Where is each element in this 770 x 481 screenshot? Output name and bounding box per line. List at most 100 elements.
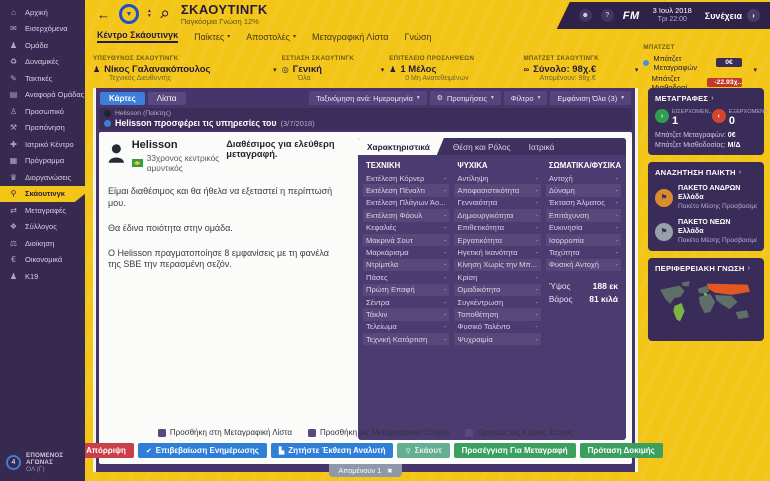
sidebar-item[interactable]: € Οικονομικά (0, 252, 85, 269)
action-button[interactable]: ⚲ Σκάουτ (397, 443, 450, 458)
scouting-focus-dropdown[interactable]: ΕΣΤΙΑΣΗ ΣΚΑΟΥΤΙΝΓΚ ◎ Γενική Όλα ▾ (282, 48, 390, 88)
scouting-focus-label: ΕΣΤΙΑΣΗ ΣΚΑΟΥΤΙΝΓΚ (281, 54, 355, 62)
action-button[interactable]: Πρόταση Δοκιμής (579, 443, 663, 458)
action-checkbox[interactable]: Ορισμός ως Κύριος Στόχος (465, 428, 573, 437)
technical-rows: Εκτέλεση Κόρνερ - Εκτέλεση Πέναλτι - (363, 172, 450, 346)
scouting-budget-label: ΜΠΑΤΖΕΤ ΣΚΑΟΥΤΙΝΓΚ (523, 54, 600, 62)
sidebar-item[interactable]: ✉ Εισερχόμενα (0, 21, 85, 38)
action-button[interactable]: ✔ Επιβεβαίωση Ενημέρωσης (137, 443, 267, 458)
player-search-header[interactable]: ΑΝΑΖΗΤΗΣΗ ΠΑΙΚΤΗ › (655, 168, 757, 177)
sidebar-item[interactable]: ♙ Προσωπικό (0, 103, 85, 120)
sidebar-item[interactable]: ▦ Πρόγραμμα (0, 153, 85, 170)
continue-button[interactable]: Συνέχεια › (705, 9, 760, 22)
sidebar-item[interactable]: ⚖ Διοίκηση (0, 235, 85, 252)
button-icon: ▙ (278, 447, 285, 455)
view-tab[interactable]: Λίστα (147, 91, 186, 105)
section-tab[interactable]: Γνώση (405, 32, 432, 42)
sidebar-item[interactable]: ✎ Τακτικές (0, 70, 85, 87)
transfers-card-header[interactable]: ΜΕΤΑΓΡΑΦΕΣ › (655, 94, 757, 103)
outgoing-label: ΕΞΕΡΧΟΜΕΝΑ (728, 109, 768, 115)
inbox-control-dropdown[interactable]: Φίλτρο ▾ (503, 91, 548, 105)
next-match-widget[interactable]: 4 ΕΠΟΜΕΝΟΣ ΑΓΩΝΑΣ ΟΛ (Γ) (0, 444, 85, 481)
section-tab[interactable]: Αποστολές ▾ (246, 32, 296, 42)
attribute-label: Τοποθέτηση (457, 309, 499, 319)
wage-budget-badge: -22.93χ... (707, 78, 743, 87)
attribute-label: Αντοχή (548, 173, 573, 183)
back-arrow-icon[interactable]: ← (97, 6, 110, 22)
message-list-item[interactable]: Helisson (Παίκτης) Helisson προσφέρει τι… (99, 108, 632, 130)
sidebar-item-label: Διοργανώσεις (25, 172, 72, 182)
scouting-budget-dropdown[interactable]: ΜΠΑΤΖΕΤ ΣΚΑΟΥΤΙΝΓΚ ∞ Σύνολο: 98χ.€ Απομέ… (523, 48, 643, 88)
mental-rows: Αντίληψη - Αποφασιστικότητα - (454, 172, 541, 346)
attribute-value: - (615, 223, 618, 233)
remaining-items-tab[interactable]: Απομένουν 1 ✖ (329, 464, 402, 477)
attribute-tab[interactable]: Χαρακτηριστικά (358, 138, 444, 155)
search-icon[interactable]: ⚲ (156, 7, 171, 22)
section-tab[interactable]: Κέντρο Σκάουτινγκ (97, 30, 179, 43)
chief-scout-dropdown[interactable]: ΥΠΕΥΘΥΝΟΣ ΣΚΑΟΥΤΙΝΓΚ ♟ Νίκος Γαλανακόπου… (93, 48, 282, 88)
outgoing-transfers: ‹ ΕΞΕΡΧΟΜΕΝΑ 0 (711, 109, 768, 128)
attribute-label: Σέντρα (366, 297, 390, 307)
sidebar-item[interactable]: ♟ Ομάδα (0, 37, 85, 54)
recruitment-team-section[interactable]: ΕΠΙΤΕΛΕΙΟ ΠΡΟΣΛΗΨΕΩΝ ♟ 1 Μέλος 0 Μη Ανατ… (389, 48, 523, 88)
sidebar-item-label: Προσωπικό (25, 106, 64, 116)
attribute-label: Συγκέντρωση (457, 297, 504, 307)
physical-rows: Αντοχή - Δύναμη - Έκταση Άλματ (545, 172, 621, 272)
sidebar-items: ⌂ Αρχική ✉ Εισερχόμενα ♟ Ομάδα ♻ Δυναμικ… (0, 0, 85, 285)
regional-knowledge-header[interactable]: ΠΕΡΙΦΕΡΕΙΑΚΗ ΓΝΩΣΗ › (655, 264, 757, 273)
attribute-row: Τάκλιν - (363, 308, 450, 321)
action-button[interactable]: Προσέγγιση Για Μεταγραφή (453, 443, 576, 458)
page-title: ΣΚΑΟΥΤΙΝΓΚ (180, 1, 268, 17)
button-label: Απόρριψη (86, 446, 126, 455)
sidebar-item[interactable]: ♛ Διοργανώσεις (0, 169, 85, 186)
attribute-row: Ευκινησία - (546, 222, 621, 234)
attribute-value: - (615, 186, 618, 196)
physical-header: ΣΩΜΑΤΙΚΑ/ΦΥΣΙΚΑ (548, 161, 622, 170)
mental-column: ΨΥΧΙΚΑ Αντίληψη - Αποφασιστικότητα (454, 159, 541, 346)
player-description: 33χρονος κεντρικός αμυντικός (146, 152, 220, 174)
sidebar-item[interactable]: ⚒ Προπόνηση (0, 120, 85, 137)
search-package[interactable]: ⚑ ΠΑΚΕΤΟ ΑΝΔΡΩΝ Ελλάδα Πακέτο Μέσης Προσ… (655, 184, 757, 211)
sidebar-item[interactable]: ⌂ Αρχική (0, 4, 85, 21)
action-checkbox[interactable]: Προσθήκη ως Μεταγραφικού Στόχου (307, 428, 449, 437)
checkbox-label: Προσθήκη στη Μεταγραφική Λίστα (169, 428, 292, 437)
action-button[interactable]: ▙ Ζητήστε Έκθεση Αναλυτή (270, 443, 394, 458)
sidebar-item[interactable]: ▤ Αναφορά Ομάδας (0, 87, 85, 104)
attribute-tab[interactable]: Θέση και Ρόλος (452, 141, 511, 152)
action-checkbox[interactable]: Προσθήκη στη Μεταγραφική Λίστα (157, 428, 292, 437)
attribute-value: - (535, 248, 538, 258)
conversation-paragraph: Είμαι διαθέσιμος και θα ήθελα να εξεταστ… (108, 186, 333, 209)
budget-dropdown[interactable]: ΜΠΑΤΖΕΤ Μπάτζετ Μεταγραφών 0€ Μπάτζετ Μι… (643, 44, 762, 92)
checkbox-icon (465, 428, 474, 437)
regional-knowledge-card: ΠΕΡΙΦΕΡΕΙΑΚΗ ΓΝΩΣΗ › (648, 258, 764, 342)
sidebar-item[interactable]: ♟ Κ19 (0, 268, 85, 285)
attribute-value: - (535, 272, 538, 282)
inbox-control-dropdown[interactable]: Εμφάνιση Όλα (3) ▾ (550, 91, 631, 105)
inbox-control-dropdown[interactable]: ⚙ Προτιμήσεις ▾ (429, 91, 501, 105)
inbox-control-dropdown[interactable]: Ταξινόμηση ανά: Ημερομηνία ▾ (309, 91, 427, 105)
section-tab[interactable]: Παίκτες ▾ (194, 32, 230, 42)
assistant-icon[interactable]: ☻ (578, 9, 592, 22)
attribute-row: Ομαδικότητα - (454, 283, 541, 296)
view-tab[interactable]: Κάρτες (100, 91, 145, 105)
sidebar-item[interactable]: ✚ Ιατρικό Κέντρο (0, 136, 85, 153)
prev-next-navigation[interactable]: ▴ ▾ (148, 8, 151, 19)
chevron-down-icon: ▾ (753, 67, 757, 74)
message-subject: Helisson προσφέρει τις υπηρεσίες του (115, 118, 277, 128)
section-tab-label: Γνώση (404, 31, 432, 42)
wage-budget-line-label: Μπάτζετ Μισθοδοσίας: (655, 142, 726, 150)
attribute-value: - (615, 198, 618, 208)
section-tab[interactable]: Μεταγραφική Λίστα (312, 32, 389, 42)
sidebar-item[interactable]: ❖ Σύλλογος (0, 219, 85, 236)
chevron-up-icon: ▴ (148, 8, 151, 14)
attribute-tab[interactable]: Ιατρικά (528, 141, 555, 152)
attributes-panel: Χαρακτηριστικά Θέση και Ρόλος Ιατρικά ΤΕ… (358, 138, 626, 440)
sidebar-item[interactable]: ⇄ Μεταγραφές (0, 202, 85, 219)
search-package[interactable]: ⚑ ΠΑΚΕΤΟ ΝΕΩΝ Ελλάδα Πακέτο Μέσης Προσβα… (655, 218, 757, 245)
inbox-control-label: Ταξινόμηση ανά: Ημερομηνία (316, 93, 413, 103)
sidebar-item[interactable]: ♻ Δυναμικές (0, 54, 85, 71)
continue-label: Συνέχεια (704, 10, 742, 21)
sidebar-item[interactable]: ⚲ Σκάουτινγκ (0, 185, 85, 202)
help-icon[interactable]: ? (600, 9, 614, 22)
attribute-row: Ηγετική Ικανότητα - (454, 246, 540, 258)
